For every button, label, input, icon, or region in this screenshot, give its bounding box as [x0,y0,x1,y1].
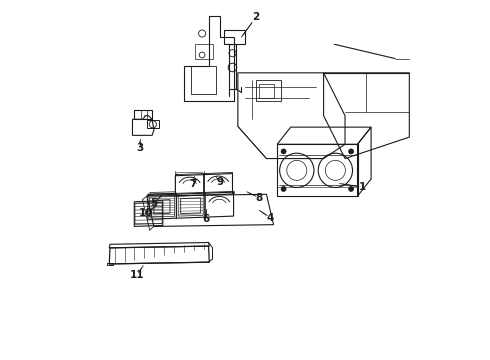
Text: 11: 11 [130,270,145,280]
Circle shape [281,186,286,192]
Circle shape [348,186,354,192]
Circle shape [281,149,286,154]
Text: 1: 1 [359,182,367,192]
Text: 2: 2 [252,13,259,22]
Text: 5: 5 [150,198,157,208]
Text: 6: 6 [202,214,209,224]
Text: 8: 8 [256,193,263,203]
Text: 10: 10 [139,208,153,218]
Circle shape [348,149,354,154]
Text: 4: 4 [267,212,274,222]
Text: 7: 7 [190,179,197,189]
Text: 9: 9 [217,177,223,187]
Text: 3: 3 [136,143,143,153]
